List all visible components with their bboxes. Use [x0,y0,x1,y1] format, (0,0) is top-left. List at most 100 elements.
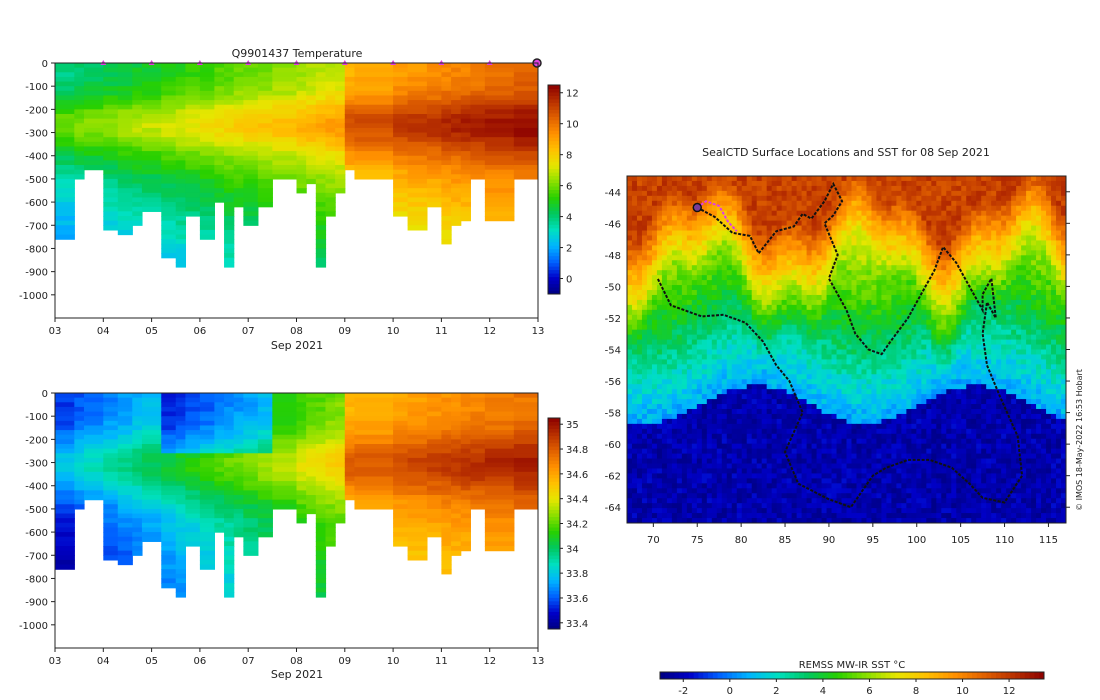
sst-cell [671,200,678,207]
sst-cell [1061,270,1066,276]
sst-cell [1051,280,1057,286]
sst-cell [861,220,868,227]
profile-column [393,63,409,217]
section-cell [257,495,273,501]
section-cell [335,508,346,515]
section-cell [325,127,336,134]
sst-cell [776,290,783,296]
sst-cell [631,299,638,306]
section-cell [325,197,336,203]
sst-cell [686,245,693,251]
section-cell [451,104,462,110]
sst-cell [941,210,947,217]
section-cell [55,406,75,413]
section-cell [393,425,409,431]
sst-cell [861,176,868,182]
section-cell [470,430,486,436]
sst-cell [816,255,823,261]
sst-cell [741,314,748,321]
sst-cell [1001,270,1007,276]
sst-cell [1056,270,1062,276]
sst-cell [1016,290,1022,296]
sst-cell [636,225,643,232]
section-cell [199,127,215,134]
sst-cell [676,235,683,242]
sst-cell [1031,260,1037,266]
sst-cell [751,265,758,271]
section-cell [484,151,515,157]
sst-cell [746,200,753,207]
section-cell [451,165,462,171]
section-cell [306,434,317,440]
sst-cell [1026,230,1032,237]
sst-cell [631,294,638,301]
section-cell [132,527,143,533]
sst-cell [736,309,743,316]
colorbar-swatch [548,432,560,437]
sst-cell [1021,176,1027,182]
sst-cell [1006,205,1012,212]
sst-cell [911,265,917,271]
section-cell [393,160,409,166]
sst-cell [801,245,808,251]
sst-cell [961,309,967,316]
sst-cell [951,250,957,256]
section-cell [426,118,442,124]
sst-cell [761,250,768,256]
sst-cell [716,176,723,182]
section-cell [296,411,307,417]
section-cell [55,532,75,538]
section-cell [257,457,273,464]
section-cell [451,476,462,482]
sst-cell [936,250,942,256]
sst-cell [866,250,873,256]
sst-cell [751,195,758,202]
sst-cell [846,285,853,291]
sst-cell [996,185,1002,192]
section-cell [161,504,177,510]
sst-cell [681,265,688,271]
section-cell [257,481,273,487]
section-cell [296,476,307,482]
colorbar-swatch [548,572,560,577]
section-cell [451,76,462,83]
section-cell [451,197,462,203]
sst-cell [1061,185,1066,192]
sst-cell [1041,280,1047,286]
section-cell [315,169,327,175]
section-cell [484,160,515,166]
section-cell [132,178,143,185]
sst-cell [921,185,927,192]
sst-cell [691,275,698,281]
section-cell [426,453,442,459]
section-cell [103,95,119,101]
sst-cell [946,240,952,246]
sst-cell [896,299,902,306]
sst-cell [751,176,758,182]
sst-cell [746,240,753,246]
sst-cell [1011,176,1017,182]
sst-cell [1046,235,1052,242]
section-cell [513,169,538,175]
sst-cell [636,294,643,301]
sst-cell [751,294,758,301]
section-cell [470,495,486,501]
section-cell [451,132,462,138]
sst-cell [716,299,723,306]
section-cell [243,508,259,515]
section-cell [315,536,327,542]
section-cell [272,151,298,157]
section-cell [484,453,515,459]
sst-cell [901,260,907,266]
section-cell [272,420,298,427]
section-cell [407,151,428,157]
section-cell [233,527,249,533]
section-cell [233,406,249,413]
sst-cell [1016,215,1022,222]
sst-cell [791,200,798,207]
sst-cell [861,190,868,197]
sst-cell [836,280,843,286]
sst-cell [791,230,798,237]
sst-cell [1026,210,1032,217]
section-cell [296,72,307,78]
